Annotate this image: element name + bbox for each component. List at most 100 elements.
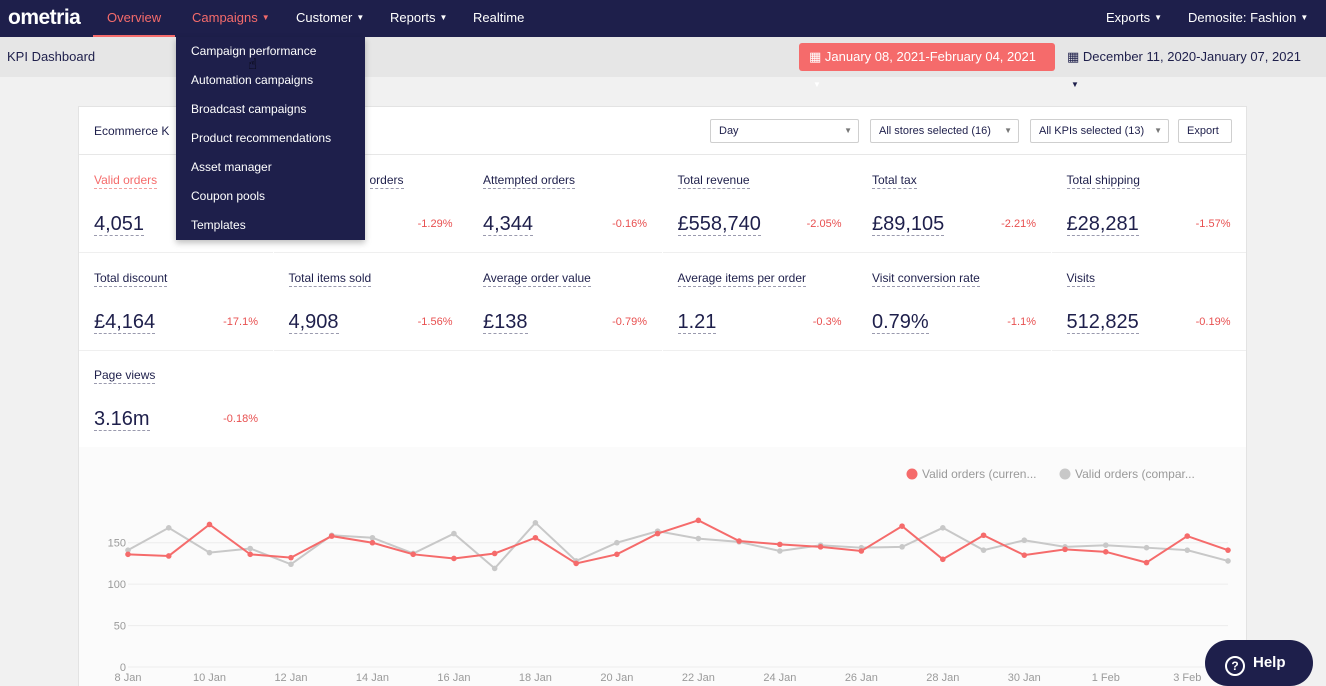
nav-exports-label: Exports [1106,10,1151,25]
data-point [1225,547,1231,553]
menu-item[interactable]: Broadcast campaigns [191,102,307,116]
kpi-delta: -1.1% [1007,315,1036,328]
x-tick-label: 28 Jan [926,672,959,684]
x-tick-label: 16 Jan [437,672,470,684]
legend-swatch [1059,468,1071,480]
kpi-label: Average items per order [677,270,807,287]
x-tick-label: 18 Jan [519,672,552,684]
kpi-delta: -0.18% [223,413,258,425]
y-tick-label: 50 [114,621,126,633]
kpi-value: 512,825 [1066,310,1139,334]
granularity-select[interactable]: Day ▼ [710,119,859,143]
kpi-tile[interactable]: Visits 512,825 -0.19% [1051,253,1246,351]
kpi-delta: -0.3% [812,315,842,328]
nav-site-switcher[interactable]: Demosite: Fashion ▼ [1174,0,1322,37]
caret-down-icon: ▼ [1300,13,1309,22]
menu-item[interactable]: Coupon pools [191,189,266,203]
kpis-filter-button[interactable]: All KPIs selected (13) ▼ [1030,119,1169,143]
nav-exports[interactable]: Exports ▼ [1092,0,1176,37]
campaigns-dropdown-menu: Campaign performance Automation campaigns… [176,37,365,240]
page-title: KPI Dashboard [7,49,96,64]
stores-filter-label: All stores selected (16) [879,125,991,137]
data-point [1102,542,1109,548]
kpi-label: Total discount [94,270,168,287]
data-point [654,530,661,537]
data-point [369,539,376,546]
data-point [451,530,457,537]
kpi-delta: -0.16% [612,218,647,230]
data-point [288,561,294,568]
kpi-delta: -1.56% [417,315,453,328]
kpi-value: 4,908 [288,310,339,334]
caret-down-icon: ▼ [1154,126,1162,135]
kpi-value: 0.79% [872,310,929,334]
data-point [491,550,498,557]
export-button[interactable]: Export [1178,119,1232,143]
data-point [980,547,987,553]
kpi-label: Visits [1066,270,1095,287]
data-point [1062,546,1068,553]
kpi-value: £28,281 [1066,213,1139,236]
ecommerce-kpi-card: Ecommerce K Day ▼ All stores selected (16… [78,106,1247,686]
menu-item[interactable]: Campaign performance [191,44,317,58]
kpi-label: Total revenue [677,173,750,189]
caret-down-icon: ▼ [261,13,270,22]
compare-date-range-button[interactable]: ▦ December 11, 2020-January 07, 2021 ▼ [1057,43,1315,89]
data-point [858,548,865,554]
hand-cursor-icon: ☝ [248,56,258,73]
menu-item[interactable]: Automation campaigns [191,73,314,87]
kpi-delta: -1.57% [1195,218,1231,230]
x-tick-label: 20 Jan [600,672,633,684]
data-point [1021,552,1028,558]
x-tick-label: 22 Jan [682,672,715,684]
kpi-tile[interactable]: Average items per order 1.21 -0.3% [662,253,857,351]
data-point [1184,533,1191,539]
kpi-tile[interactable]: Total items sold 4,908 -1.56% [273,253,468,351]
kpi-label: Total shipping [1066,173,1140,189]
help-button[interactable]: ? Help [1205,640,1313,686]
menu-item[interactable]: Templates [191,218,246,232]
x-tick-label: 8 Jan [115,672,142,684]
kpi-tile[interactable]: Total revenue £558,740 -2.05% [662,156,857,253]
primary-date-range-button[interactable]: ▦ January 08, 2021-February 04, 2021 ▼ [799,43,1055,89]
kpi-tile[interactable]: Total shipping £28,281 -1.57% [1051,156,1246,253]
kpi-tile[interactable]: Total discount £4,164 -17.1% [79,253,273,351]
menu-item[interactable]: Asset manager [191,160,272,174]
y-tick-label: 150 [108,538,126,550]
stores-filter-button[interactable]: All stores selected (16) ▼ [870,119,1019,143]
kpi-value: 4,051 [94,213,145,236]
data-point [1184,547,1191,553]
kpi-tile[interactable]: Total tax £89,105 -2.21% [857,156,1051,253]
data-point [573,560,579,567]
caret-down-icon: ▼ [356,13,365,22]
kpi-tile[interactable]: Average order value £138 -0.79% [468,253,662,351]
nav-overview-label: Overview [107,10,162,25]
data-point [125,551,131,558]
ometria-logo[interactable]: ometria [8,6,81,30]
calendar-icon: ▦ [809,49,822,64]
nav-campaigns[interactable]: Campaigns ▼ [178,0,284,37]
nav-customer[interactable]: Customer ▼ [282,0,378,37]
nav-reports[interactable]: Reports ▼ [376,0,461,37]
kpi-label: orders [369,173,404,189]
x-tick-label: 12 Jan [274,672,307,684]
kpi-tile[interactable]: Attempted orders 4,344 -0.16% [468,156,662,253]
logo-text: ometria [8,6,81,29]
kpi-tile[interactable]: Page views 3.16m -0.18% [79,351,273,448]
data-point [288,554,294,561]
data-point [614,539,620,546]
data-point [940,556,946,563]
nav-realtime[interactable]: Realtime [459,0,538,37]
card-title: Ecommerce K [94,124,170,138]
data-point [1225,558,1231,564]
kpi-tile[interactable]: Visit conversion rate 0.79% -1.1% [857,253,1051,351]
kpi-value: £4,164 [94,310,156,334]
menu-item[interactable]: Product recommendations [191,131,332,145]
data-point [410,551,416,558]
granularity-value: Day [719,125,739,137]
data-point [695,535,702,542]
nav-overview[interactable]: Overview [93,0,176,37]
data-point [247,551,254,558]
caret-down-icon: ▼ [1154,13,1162,22]
x-tick-label: 24 Jan [763,672,796,684]
